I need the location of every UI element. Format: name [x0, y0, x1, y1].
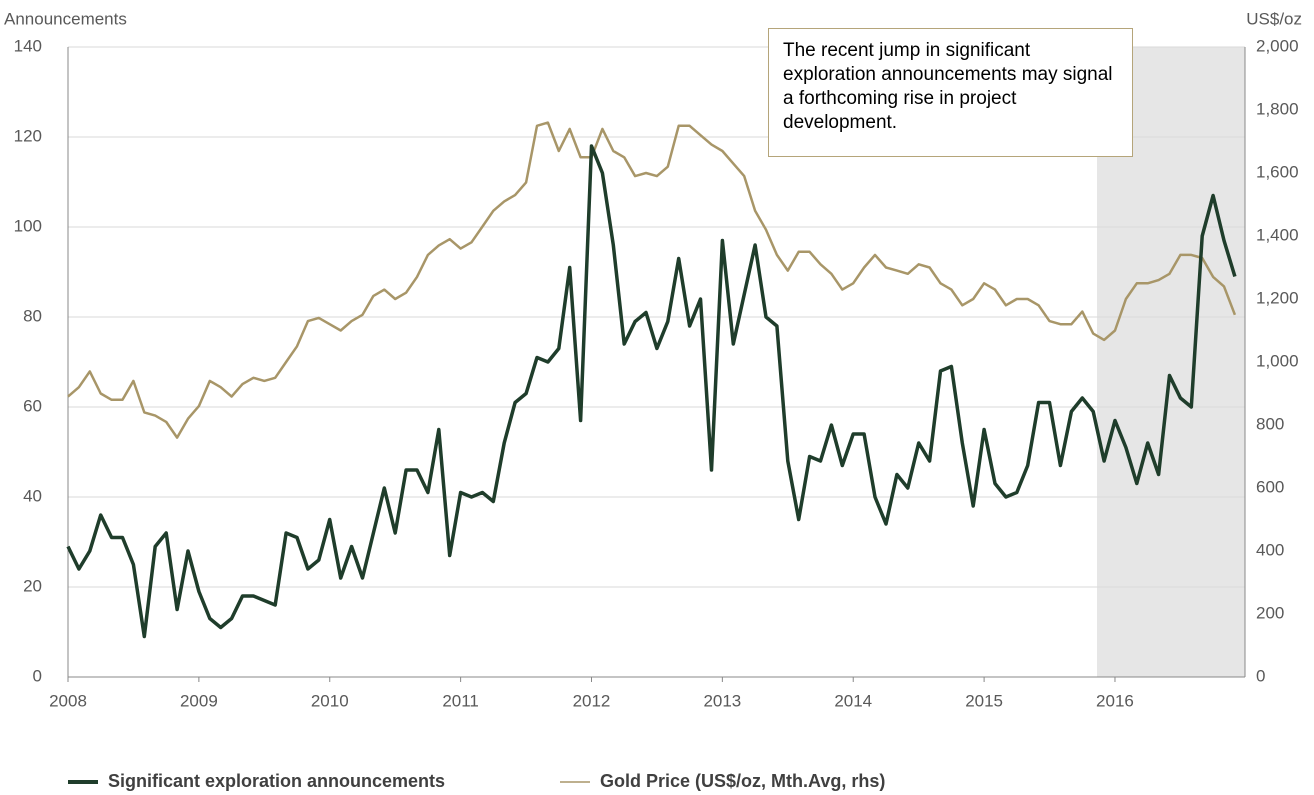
x-tick-label: 2013 — [703, 691, 741, 710]
y-axis-label: Announcements — [4, 9, 127, 28]
y-tick-label: 140 — [14, 36, 42, 55]
x-tick-label: 2015 — [965, 691, 1003, 710]
legend-label: Gold Price (US$/oz, Mth.Avg, rhs) — [600, 771, 885, 791]
y2-axis-label: US$/oz — [1246, 9, 1302, 28]
y2-tick-label: 1,200 — [1256, 288, 1299, 307]
x-tick-label: 2010 — [311, 691, 349, 710]
y2-tick-label: 600 — [1256, 477, 1284, 496]
x-tick-label: 2011 — [442, 691, 479, 710]
x-tick-label: 2014 — [834, 691, 872, 710]
y2-tick-label: 800 — [1256, 414, 1284, 433]
y-tick-label: 0 — [33, 666, 42, 685]
y-tick-label: 20 — [23, 576, 42, 595]
y-tick-label: 100 — [14, 216, 42, 235]
y2-tick-label: 400 — [1256, 540, 1284, 559]
series-line — [66, 144, 1237, 639]
x-tick-label: 2008 — [49, 691, 87, 710]
y2-tick-label: 0 — [1256, 666, 1265, 685]
y2-tick-label: 2,000 — [1256, 36, 1299, 55]
x-tick-label: 2016 — [1096, 691, 1134, 710]
y2-tick-label: 1,600 — [1256, 162, 1299, 181]
x-tick-label: 2009 — [180, 691, 218, 710]
y2-tick-label: 1,400 — [1256, 225, 1299, 244]
y2-tick-label: 1,000 — [1256, 351, 1299, 370]
annotation: The recent jump in significant explorati… — [768, 28, 1133, 157]
legend-label: Significant exploration announcements — [108, 771, 445, 791]
y-tick-label: 120 — [14, 126, 42, 145]
series-line — [67, 121, 1237, 439]
x-tick-label: 2012 — [573, 691, 611, 710]
y2-tick-label: 200 — [1256, 603, 1284, 622]
y-tick-label: 40 — [23, 486, 42, 505]
y-tick-label: 60 — [23, 396, 42, 415]
y2-tick-label: 1,800 — [1256, 99, 1299, 118]
y-tick-label: 80 — [23, 306, 42, 325]
